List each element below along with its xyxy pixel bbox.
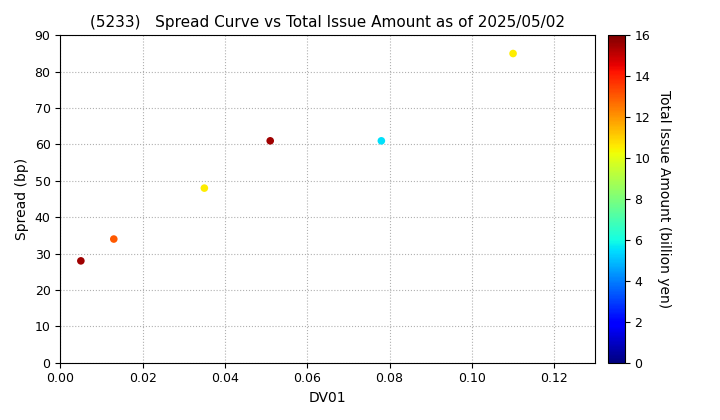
Point [264, 137, 276, 144]
Point [108, 236, 120, 242]
Y-axis label: Spread (bp): Spread (bp) [15, 158, 29, 240]
Title: (5233)   Spread Curve vs Total Issue Amount as of 2025/05/02: (5233) Spread Curve vs Total Issue Amoun… [90, 15, 565, 30]
Y-axis label: Total Issue Amount (billion yen): Total Issue Amount (billion yen) [657, 90, 671, 308]
Point [199, 185, 210, 192]
X-axis label: DV01: DV01 [309, 391, 346, 405]
Point [75, 257, 86, 264]
Point [508, 50, 519, 57]
Point [376, 137, 387, 144]
